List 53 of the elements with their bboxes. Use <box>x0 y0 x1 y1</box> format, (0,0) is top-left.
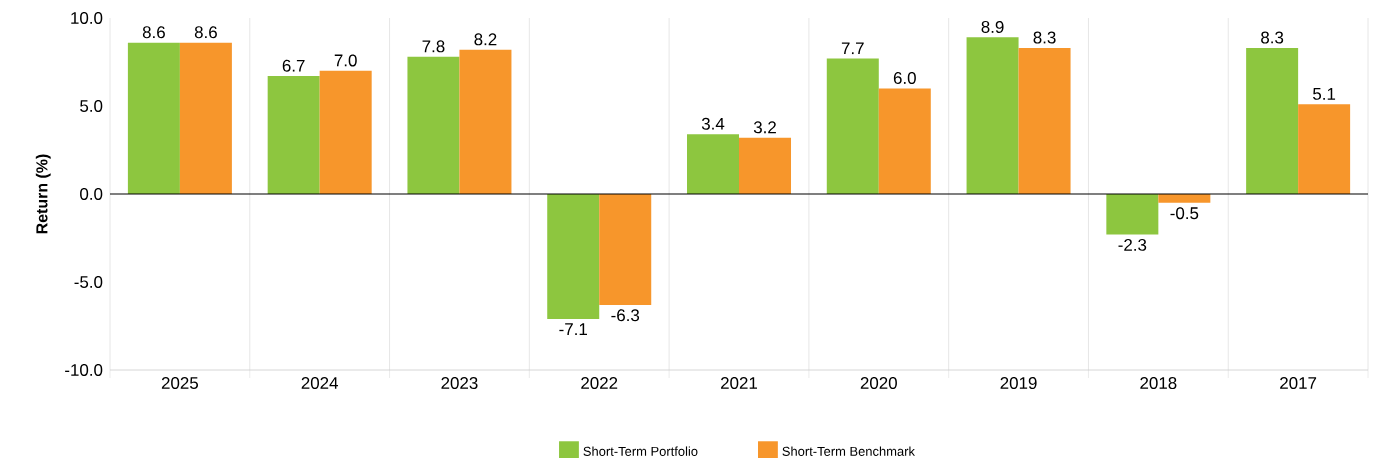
data-label: -2.3 <box>1118 238 1147 251</box>
bar <box>599 194 652 305</box>
y-axis-title: Return (%) <box>35 154 51 234</box>
data-label: -7.1 <box>559 323 587 335</box>
x-tick-label: 2017 <box>1280 377 1317 390</box>
legend-label: Short-Term Benchmark <box>782 446 915 456</box>
data-label: -0.5 <box>1170 207 1199 220</box>
data-label: 8.2 <box>474 33 497 46</box>
x-tick-label: 2021 <box>721 377 758 390</box>
x-tick-label: 2019 <box>1000 377 1037 390</box>
bar <box>687 134 740 194</box>
bar <box>1106 194 1159 235</box>
bar <box>547 194 600 319</box>
y-tick-label: 0.0 <box>80 188 103 200</box>
bar <box>1298 104 1351 194</box>
y-tick-label: -10.0 <box>65 364 103 376</box>
bar <box>1158 194 1211 203</box>
data-label: -6.3 <box>611 309 640 322</box>
x-tick-label: 2018 <box>1140 377 1177 390</box>
data-label: 7.0 <box>334 54 357 67</box>
x-tick-label: 2020 <box>860 377 897 390</box>
data-label: 8.3 <box>1033 31 1056 44</box>
y-tick-label: 10.0 <box>71 12 103 24</box>
x-tick-label: 2025 <box>161 377 199 390</box>
x-tick-label: 2024 <box>301 377 339 390</box>
bar <box>319 70 372 194</box>
bar <box>826 58 879 194</box>
y-tick-label: -5.0 <box>74 276 103 288</box>
data-label: 5.1 <box>1313 88 1336 100</box>
bar <box>1018 47 1071 194</box>
data-label: 7.8 <box>422 40 445 53</box>
data-label: 6.7 <box>282 59 305 72</box>
bar <box>407 56 460 194</box>
bar <box>127 42 180 194</box>
data-label: 3.4 <box>701 117 725 130</box>
data-label: 7.7 <box>841 42 864 55</box>
bar <box>267 76 320 194</box>
data-label: 8.6 <box>194 26 217 39</box>
bar <box>966 37 1019 194</box>
bar <box>878 88 931 194</box>
x-tick-label: 2022 <box>581 377 618 390</box>
data-label: 6.0 <box>893 72 916 85</box>
x-tick-label: 2023 <box>441 377 478 390</box>
bar <box>459 49 512 194</box>
legend-label: Short-Term Portfolio <box>583 446 698 456</box>
bar <box>739 137 792 194</box>
data-label: 8.9 <box>981 21 1004 33</box>
bar <box>1246 47 1299 194</box>
data-label: 3.2 <box>753 121 776 134</box>
data-label: 8.6 <box>142 26 165 39</box>
data-label: 8.3 <box>1261 31 1284 44</box>
y-tick-label: 5.0 <box>80 100 103 112</box>
bar <box>179 42 232 194</box>
